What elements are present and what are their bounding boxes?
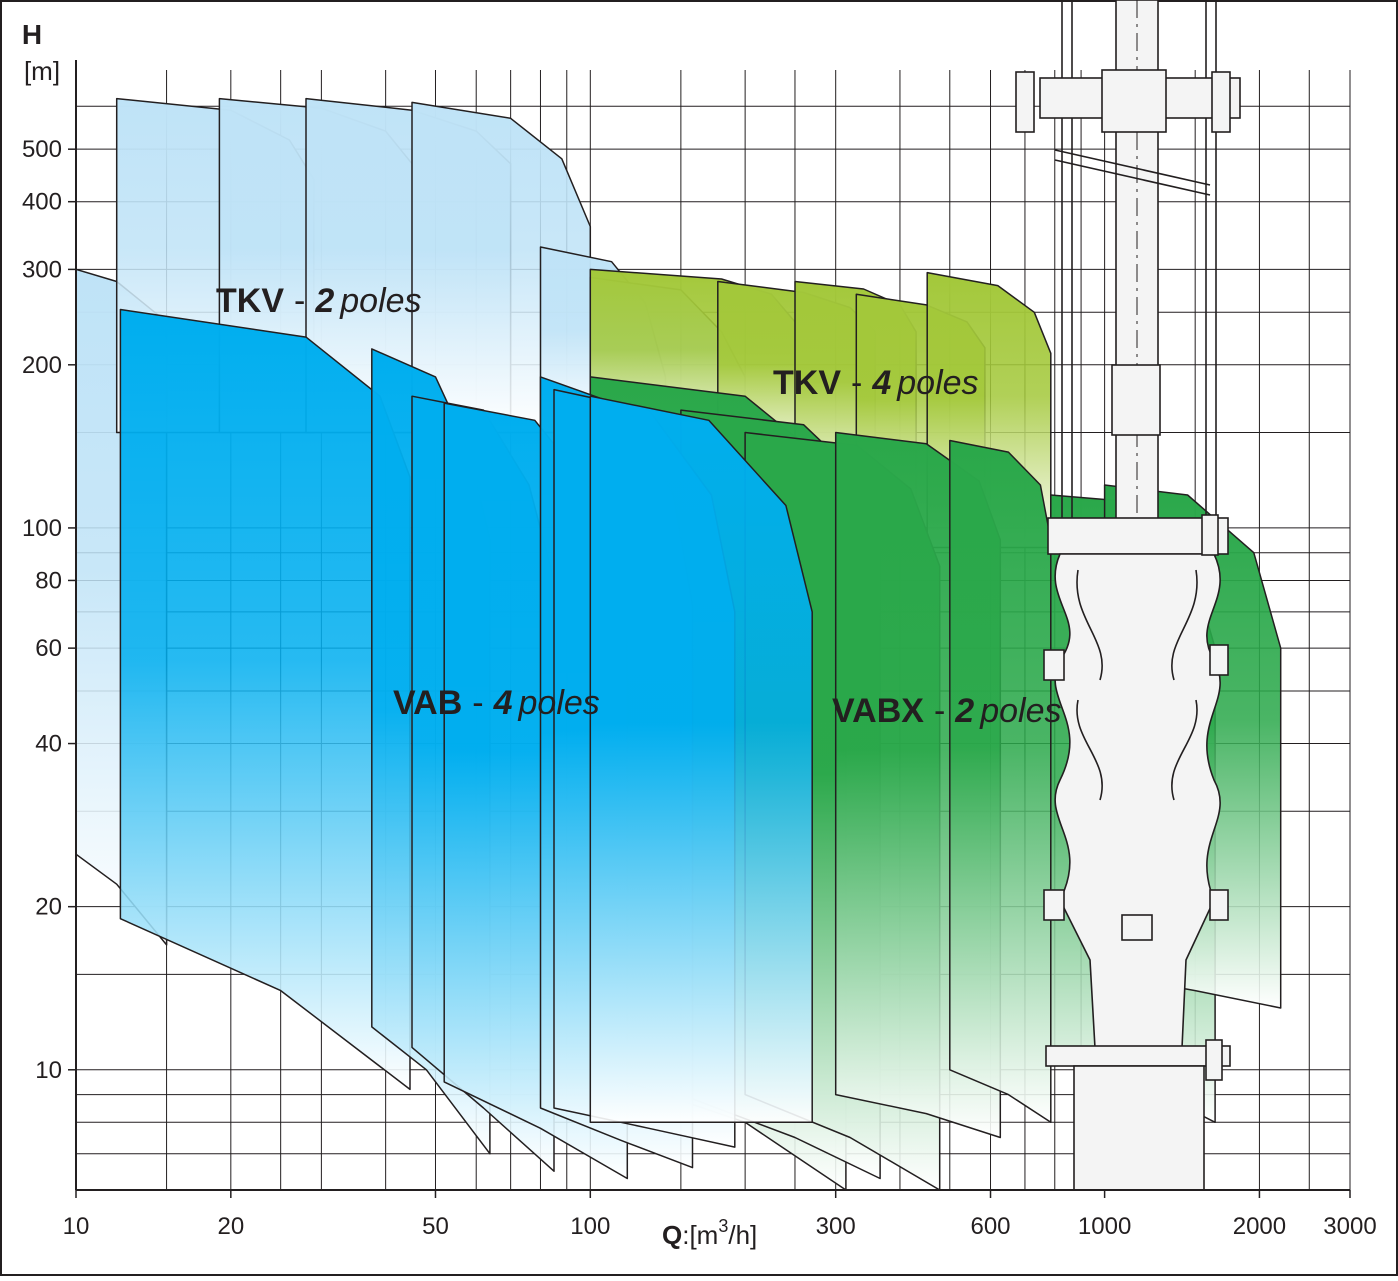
pump-range: [589, 395, 813, 1124]
label-name: VABX: [832, 692, 924, 730]
regions: [76, 97, 1282, 1190]
x-axis-unit-power: 3: [718, 1216, 728, 1236]
label-poles: 2: [314, 282, 334, 320]
y-tick-label: 10: [35, 1057, 62, 1084]
x-axis-symbol: Q: [662, 1220, 682, 1250]
y-tick-label: 200: [22, 352, 62, 379]
x-axis-unit: /h]: [728, 1220, 757, 1250]
x-tick-label: 2000: [1233, 1213, 1286, 1240]
label-separator: -: [851, 364, 862, 402]
x-tick-label: 600: [970, 1213, 1010, 1240]
x-axis-label: Q:[m3/h]: [662, 1216, 757, 1250]
x-tick-label: 10: [63, 1213, 90, 1240]
y-tick-label: 400: [22, 189, 62, 216]
label-name: VAB: [393, 684, 462, 722]
axes: 10 20 50 100 300 600 1000 2000 3000 10 20 40 60 80 100…: [22, 60, 1377, 1240]
y-tick-label: 100: [22, 515, 62, 542]
label-poles: 4: [493, 684, 513, 722]
y-tick-label: 300: [22, 256, 62, 283]
label-poles-word: poles: [518, 684, 600, 722]
x-tick-label: 1000: [1078, 1213, 1131, 1240]
region-label: VAB -4 poles: [393, 684, 600, 722]
x-tick-label: 20: [217, 1213, 244, 1240]
label-poles-word: poles: [979, 692, 1061, 730]
y-tick-label: 80: [35, 567, 62, 594]
label-separator: -: [934, 692, 945, 730]
label-separator: -: [294, 282, 305, 320]
y-tick-label: 40: [35, 731, 62, 758]
region-label: TKV -4 poles: [773, 364, 979, 402]
region-label: VABX -2 poles: [832, 692, 1061, 730]
label-name: TKV: [773, 364, 841, 402]
y-tick-label: 60: [35, 635, 62, 662]
label-name: TKV: [216, 282, 284, 320]
y-tick-label: 500: [22, 136, 62, 163]
y-tick-label: 20: [35, 894, 62, 921]
y-axis-symbol: H: [22, 19, 42, 50]
label-poles: 4: [871, 364, 891, 402]
x-tick-label: 100: [570, 1213, 610, 1240]
label-poles-word: poles: [896, 364, 978, 402]
label-separator: -: [472, 684, 483, 722]
region-label: TKV -2 poles: [216, 282, 422, 320]
pump-range: [949, 439, 1052, 1124]
label-poles: 2: [954, 692, 974, 730]
x-tick-label: 50: [422, 1213, 449, 1240]
y-axis-unit: [m]: [24, 56, 60, 86]
x-tick-label: 300: [816, 1213, 856, 1240]
x-tick-label: 3000: [1323, 1213, 1376, 1240]
label-poles-word: poles: [339, 282, 421, 320]
pump-drawing: [1015, 0, 1241, 1191]
x-axis-unit: :[m: [682, 1220, 718, 1250]
